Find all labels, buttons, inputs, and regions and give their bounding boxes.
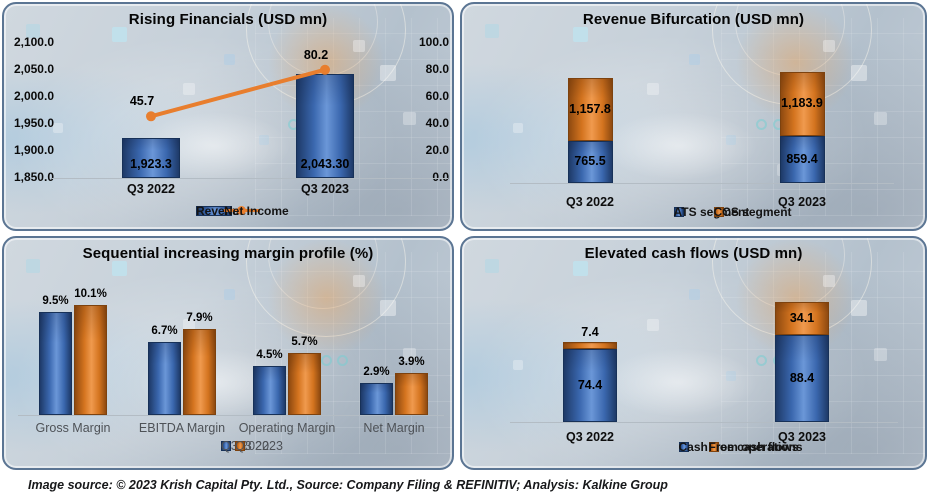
segment-value-label: 74.4 bbox=[577, 377, 603, 392]
x-axis-line bbox=[510, 183, 894, 184]
chart-title: Elevated cash flows (USD mn) bbox=[584, 245, 803, 262]
legend-label: Free cash flows bbox=[708, 440, 799, 454]
segment-value-label: 859.4 bbox=[786, 151, 818, 166]
legend-swatch-orange bbox=[708, 442, 719, 452]
category-label: Q3 2022 bbox=[566, 430, 614, 444]
right-axis-tick: 80.0 bbox=[425, 62, 449, 76]
bar bbox=[148, 342, 181, 415]
bar bbox=[288, 353, 321, 415]
bar-segment bbox=[563, 349, 617, 422]
bar bbox=[253, 366, 286, 415]
category-label: EBITDA Margin bbox=[138, 421, 226, 435]
legend-item: Net Income bbox=[224, 204, 289, 218]
line-value-label: 45.7 bbox=[129, 94, 155, 109]
line-value-label: 80.2 bbox=[303, 47, 329, 62]
legend-label: ATS segment bbox=[673, 205, 750, 219]
right-axis-tick: 40.0 bbox=[425, 116, 449, 130]
bar-segment bbox=[567, 141, 613, 183]
panel-cash-flows: Elevated cash flows (USD mn) 74.4 7.4 88.4… bbox=[460, 236, 927, 470]
bar bbox=[395, 373, 428, 415]
bar bbox=[296, 74, 354, 178]
category-label: Q3 2023 bbox=[778, 430, 826, 444]
bar-segment bbox=[567, 78, 613, 141]
legend-swatch-orange bbox=[235, 441, 245, 451]
source-note: Image source: © 2023 Krish Capital Pty. … bbox=[28, 478, 668, 492]
left-axis-tick: 2,050.0 bbox=[13, 62, 54, 76]
x-axis-line bbox=[510, 422, 898, 423]
bar-value-label: 10.1% bbox=[74, 288, 107, 300]
left-axis-tick: 1,950.0 bbox=[13, 116, 54, 130]
chart-revenue-bifurcation: 765.5 1,157.8 859.4 1,183.9 Q3 2022 Q3 2023 AT… bbox=[462, 4, 925, 229]
segment-value-label: 7.4 bbox=[581, 325, 599, 339]
bar-value-label: 7.9% bbox=[186, 312, 213, 324]
legend-label: Net Income bbox=[224, 203, 289, 218]
bar bbox=[183, 329, 216, 415]
x-axis-line bbox=[18, 415, 444, 416]
left-axis-tick: 2,100.0 bbox=[13, 35, 54, 49]
right-axis-tick: 60.0 bbox=[425, 89, 449, 103]
segment-value-label: 34.1 bbox=[789, 310, 815, 325]
legend-swatch-blue bbox=[678, 442, 689, 452]
legend-label: CCS segment bbox=[713, 205, 792, 219]
bar bbox=[39, 312, 72, 415]
segment-value-label: 1,183.9 bbox=[781, 96, 823, 110]
category-label: Net Margin bbox=[363, 421, 425, 435]
segment-value-label: 88.4 bbox=[789, 370, 815, 385]
chart-rising-financials: 2,100.0 2,050.0 2,000.0 1,950.0 1,900.0 1,850… bbox=[4, 4, 452, 229]
legend-swatch-blue bbox=[673, 207, 684, 217]
category-label: Q3 2022 bbox=[566, 195, 614, 209]
chart-cash-flows: 74.4 7.4 88.4 34.1 Q3 2022 Q3 2023 Cash from o… bbox=[462, 238, 925, 468]
left-axis-tick: 1,850.0 bbox=[13, 170, 54, 184]
segment-value-label: 765.5 bbox=[574, 154, 606, 168]
legend-swatch-blue bbox=[221, 441, 231, 451]
legend-swatch-orange bbox=[713, 207, 724, 217]
bar-segment bbox=[775, 302, 829, 335]
bar-value-label: 2,043.30 bbox=[300, 157, 350, 171]
category-label: Gross Margin bbox=[35, 421, 111, 435]
right-axis-tick: 20.0 bbox=[425, 143, 449, 157]
bar bbox=[122, 138, 180, 178]
segment-value-label: 1,157.8 bbox=[569, 101, 611, 116]
chart-margin-profile: 9.5% 10.1% 6.7% 7.9% 4.5% 5.7% 2.9% 3.9% Gross M… bbox=[4, 238, 452, 468]
right-axis-tick: 0.0 bbox=[432, 170, 449, 184]
bar-value-label: 5.7% bbox=[291, 336, 318, 348]
bar-value-label: 6.7% bbox=[151, 325, 178, 337]
chart-title: Revenue Bifurcation (USD mn) bbox=[582, 11, 805, 28]
bar-segment bbox=[563, 342, 617, 349]
x-axis-line bbox=[52, 178, 448, 179]
legend-label: Revenue bbox=[196, 203, 247, 218]
legend-swatch-line bbox=[224, 206, 260, 215]
left-axis-tick: 1,900.0 bbox=[13, 143, 54, 157]
net-income-trend-line bbox=[146, 64, 330, 122]
category-label: Q3 2023 bbox=[778, 195, 826, 209]
bar-segment bbox=[775, 335, 829, 422]
category-label: Operating Margin bbox=[238, 421, 336, 435]
bar-value-label: 1,923.3 bbox=[130, 157, 172, 171]
left-axis-tick: 2,000.0 bbox=[13, 89, 54, 103]
bar-value-label: 4.5% bbox=[256, 349, 283, 361]
bar-value-label: 9.5% bbox=[42, 295, 69, 307]
panel-revenue-bifurcation: Revenue Bifurcation (USD mn) 765.5 1,157.… bbox=[460, 2, 927, 231]
bar-segment bbox=[779, 136, 825, 183]
legend: Revenue Net Income bbox=[4, 203, 452, 218]
chart-title: Sequential increasing margin profile (%) bbox=[82, 245, 374, 262]
category-label: Q3 2022 bbox=[127, 182, 175, 196]
bar-value-label: 2.9% bbox=[363, 366, 390, 378]
chart-title: Rising Financials (USD mn) bbox=[128, 11, 328, 28]
legend-label: Q3 2023 bbox=[235, 439, 283, 453]
panel-margin-profile: Sequential increasing margin profile (%)… bbox=[2, 236, 454, 470]
panel-rising-financials: Rising Financials (USD mn) 2,100.0 2,050.… bbox=[2, 2, 454, 231]
right-axis-tick: 100.0 bbox=[418, 35, 449, 49]
bar bbox=[74, 305, 107, 415]
bar-value-label: 3.9% bbox=[398, 356, 425, 368]
category-label: Q3 2023 bbox=[301, 182, 349, 196]
bar bbox=[360, 383, 393, 415]
